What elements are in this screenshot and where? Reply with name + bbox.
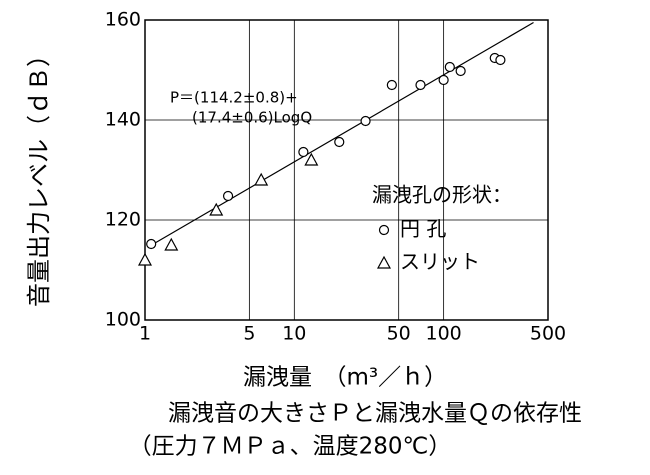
x-tick-label: 5: [243, 323, 255, 345]
circle-marker: [495, 54, 506, 66]
circle-marker: [378, 224, 390, 236]
circle-marker: [146, 238, 157, 250]
circle-marker: [438, 74, 449, 86]
x-tick-label: 1: [139, 323, 151, 345]
x-tick-label: 100: [425, 323, 461, 345]
y-axis-label: 音量出力レベル（ｄＢ）: [25, 43, 53, 307]
triangle-marker: [209, 202, 224, 216]
triangle-marker: [304, 152, 319, 166]
x-axis-label: 漏洩量 （m³／ｈ）: [243, 365, 447, 391]
y-tick-label: 100: [105, 309, 141, 331]
y-tick-label: 120: [105, 209, 141, 231]
triangle-marker: [254, 172, 269, 186]
y-tick-label: 160: [105, 9, 141, 31]
fit-line: [147, 21, 534, 248]
x-tick-label: 50: [387, 323, 411, 345]
legend-label: スリット: [400, 250, 480, 274]
legend-title: 漏洩孔の形状：: [372, 183, 512, 207]
triangle-marker: [164, 237, 179, 251]
plot-frame: [144, 19, 549, 321]
circle-marker: [360, 115, 371, 127]
circle-marker: [444, 61, 455, 73]
x-tick-label: 10: [282, 323, 306, 345]
annotation: (17.4±0.6)LogQ: [192, 109, 312, 127]
triangle-marker: [137, 252, 153, 266]
x-tick-label: 500: [530, 323, 566, 345]
legend-label: 円 孔: [400, 217, 446, 241]
circle-marker: [415, 79, 426, 91]
caption: 漏洩音の大きさＰと漏洩水量Ｑの依存性: [168, 401, 582, 427]
triangle-marker: [376, 255, 392, 269]
annotation: P＝(114.2±0.8)+: [170, 89, 298, 107]
circle-marker: [455, 65, 466, 77]
circle-marker: [298, 146, 309, 158]
y-tick-label: 140: [105, 109, 141, 131]
circle-marker: [222, 190, 234, 202]
circle-marker: [334, 136, 345, 148]
circle-marker: [386, 79, 397, 91]
caption: （圧力７ＭＰａ、温度280℃）: [129, 434, 452, 460]
